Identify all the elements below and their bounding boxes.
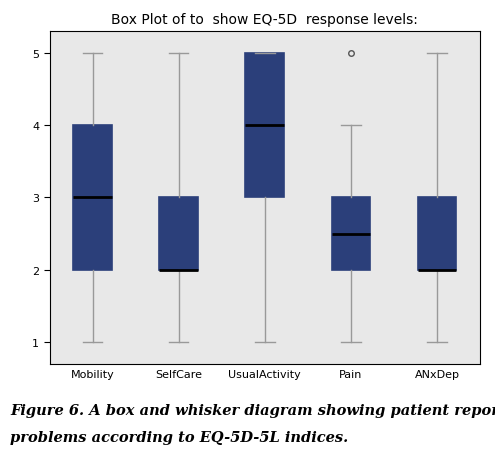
PathPatch shape <box>159 198 198 270</box>
PathPatch shape <box>418 198 456 270</box>
PathPatch shape <box>246 54 284 198</box>
Text: Figure 6. A box and whisker diagram showing patient reported: Figure 6. A box and whisker diagram show… <box>10 403 495 417</box>
PathPatch shape <box>332 198 370 270</box>
PathPatch shape <box>73 126 112 270</box>
Text: problems according to EQ-5D-5L indices.: problems according to EQ-5D-5L indices. <box>10 430 348 444</box>
Title: Box Plot of to  show EQ-5D  response levels:: Box Plot of to show EQ-5D response level… <box>111 13 418 26</box>
